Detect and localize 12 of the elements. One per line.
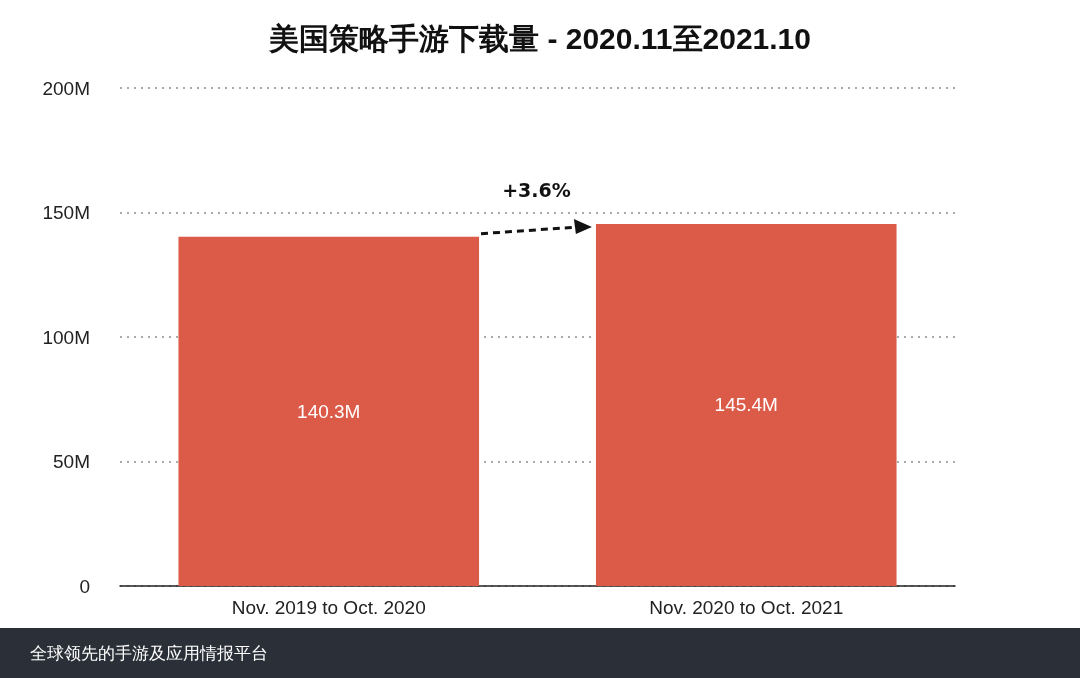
y-tick-label: 50M (53, 451, 90, 472)
data-label: 145.4M (714, 394, 778, 416)
y-tick-label: 0 (79, 575, 90, 597)
text: 全球领先的手游及应用情报平台 (30, 641, 268, 665)
data-label: 140.3M (297, 400, 361, 422)
y-tick-label: 200M (42, 77, 90, 99)
chart-title: 美国策略手游下载量 - 2020.11至2021.10 (268, 21, 811, 55)
x-tick-label: Nov. 2019 to Oct. 2020 (231, 597, 426, 618)
y-tick-label: 150M (42, 202, 90, 223)
annotation: +3.6% (501, 178, 572, 201)
x-tick-label: Nov. 2020 to Oct. 2021 (649, 597, 844, 618)
y-tick-label: 100M (42, 326, 90, 348)
